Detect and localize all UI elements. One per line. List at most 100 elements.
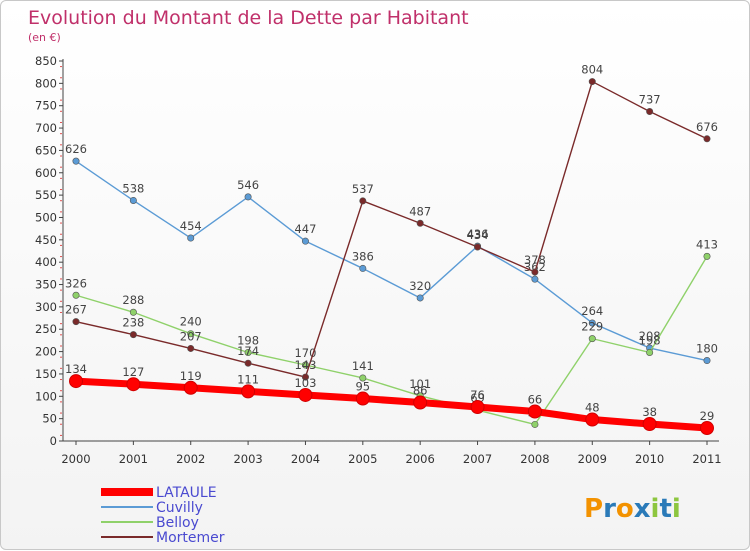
series-line-lataule: [72, 377, 711, 432]
x-tick-label: 2000: [61, 452, 90, 466]
data-label: 386: [352, 249, 374, 263]
data-label: 413: [696, 237, 718, 251]
data-label: 229: [581, 320, 603, 334]
x-tick-label: 2001: [119, 452, 148, 466]
x-tick-label: 2010: [635, 452, 664, 466]
data-point: [129, 196, 137, 204]
x-tick-label: 2006: [406, 452, 435, 466]
data-label: 86: [413, 384, 428, 398]
data-label: 537: [352, 182, 374, 196]
data-label: 267: [65, 303, 87, 317]
y-tick-label: 450: [35, 233, 57, 247]
y-tick-label: 50: [42, 412, 57, 426]
data-point: [355, 391, 370, 406]
data-label: 101: [409, 377, 431, 391]
data-label: 487: [409, 204, 431, 218]
x-tick-label: 2002: [176, 452, 205, 466]
data-label: 141: [352, 359, 374, 373]
data-point: [413, 395, 428, 410]
series-line-mortemer: [75, 80, 708, 378]
y-tick-label: 350: [35, 278, 57, 292]
data-point: [642, 417, 657, 432]
data-label: 48: [585, 401, 600, 415]
x-tick-label: 2009: [578, 452, 607, 466]
data-label: 119: [180, 369, 202, 383]
data-point: [298, 387, 313, 402]
data-point: [531, 420, 539, 428]
data-label: 134: [65, 362, 87, 376]
data-label: 447: [294, 222, 316, 236]
data-point: [129, 308, 137, 316]
data-label: 103: [294, 376, 316, 390]
x-tick-label: 2011: [692, 452, 721, 466]
proxiti-logo-text: Proxiti: [584, 494, 681, 524]
data-point: [588, 78, 596, 86]
data-label: 538: [122, 181, 144, 195]
series-layer: 6265384545464473863204363622642081803262…: [65, 63, 718, 436]
data-point: [531, 275, 539, 283]
data-label: 143: [294, 358, 316, 372]
y-tick-label: 600: [35, 166, 57, 180]
data-label: 362: [524, 260, 546, 274]
y-tick-label: 550: [35, 188, 57, 202]
data-label: 127: [122, 365, 144, 379]
data-point: [416, 219, 424, 227]
x-tick-label: 2005: [348, 452, 377, 466]
y-tick-label: 750: [35, 99, 57, 113]
data-point: [244, 348, 252, 356]
series-lataule: 134 127 119 111 103 95 86 76 66 48 38 29: [65, 362, 715, 436]
data-point: [703, 252, 711, 260]
series-cuvilly: 626 538 454 546 447 386 320 436 362 264 208 180: [65, 142, 718, 365]
y-tick-label: 150: [35, 367, 57, 381]
x-tick-labels: 2000 2001 2002 2003 2004 2005 2006 2007 2008 2009…: [61, 441, 722, 466]
data-label: 436: [467, 227, 489, 241]
data-point: [69, 374, 83, 389]
data-point: [244, 359, 252, 367]
data-point: [359, 264, 367, 272]
data-point: [700, 421, 714, 436]
y-tick-label: 850: [35, 54, 57, 68]
series-mortemer: 267 238 207 174 143 537 487 434 378 804 737 676: [65, 63, 718, 381]
series-belloy: 3262882401981701411016937229198413: [65, 237, 718, 428]
data-label: 198: [237, 333, 259, 347]
data-point: [359, 374, 367, 382]
data-label: 29: [700, 409, 715, 423]
data-point: [646, 108, 654, 116]
data-point: [470, 400, 485, 415]
data-label: 95: [355, 380, 370, 394]
y-tick-label: 0: [50, 434, 57, 448]
y-tick-label: 400: [35, 255, 57, 269]
x-tick-label: 2003: [233, 452, 262, 466]
data-label: 240: [180, 315, 202, 329]
data-point: [588, 335, 596, 343]
x-tick-label: 2007: [463, 452, 492, 466]
proxiti-logo: Proxiti: [584, 494, 681, 524]
data-point: [187, 330, 195, 338]
data-label: 198: [639, 333, 661, 347]
chart-subtitle: (en €): [28, 31, 61, 44]
data-point: [531, 268, 539, 276]
data-point: [474, 243, 482, 251]
data-point: [187, 234, 195, 242]
series-line-belloy: [75, 255, 708, 426]
data-point: [585, 412, 600, 427]
data-point: [244, 193, 252, 201]
legend-label: Mortemer: [156, 530, 225, 546]
data-point: [72, 318, 80, 326]
data-point: [72, 157, 80, 165]
y-tick-label: 700: [35, 121, 57, 135]
data-point: [126, 377, 141, 392]
data-label: 76: [470, 388, 485, 402]
data-label: 111: [237, 372, 259, 386]
data-point: [646, 348, 654, 356]
series-line-cuvilly: [75, 160, 708, 362]
chart-title: Evolution du Montant de la Dette par Hab…: [28, 7, 469, 29]
data-label: 434: [467, 228, 489, 242]
y-tick-label: 650: [35, 143, 57, 157]
y-tick-labels: 0 50 100 150 200 250 300 350 400 450 500 550 600 650 7…: [35, 54, 63, 448]
data-label: 66: [528, 392, 543, 406]
data-point: [187, 344, 195, 352]
data-point: [703, 357, 711, 365]
